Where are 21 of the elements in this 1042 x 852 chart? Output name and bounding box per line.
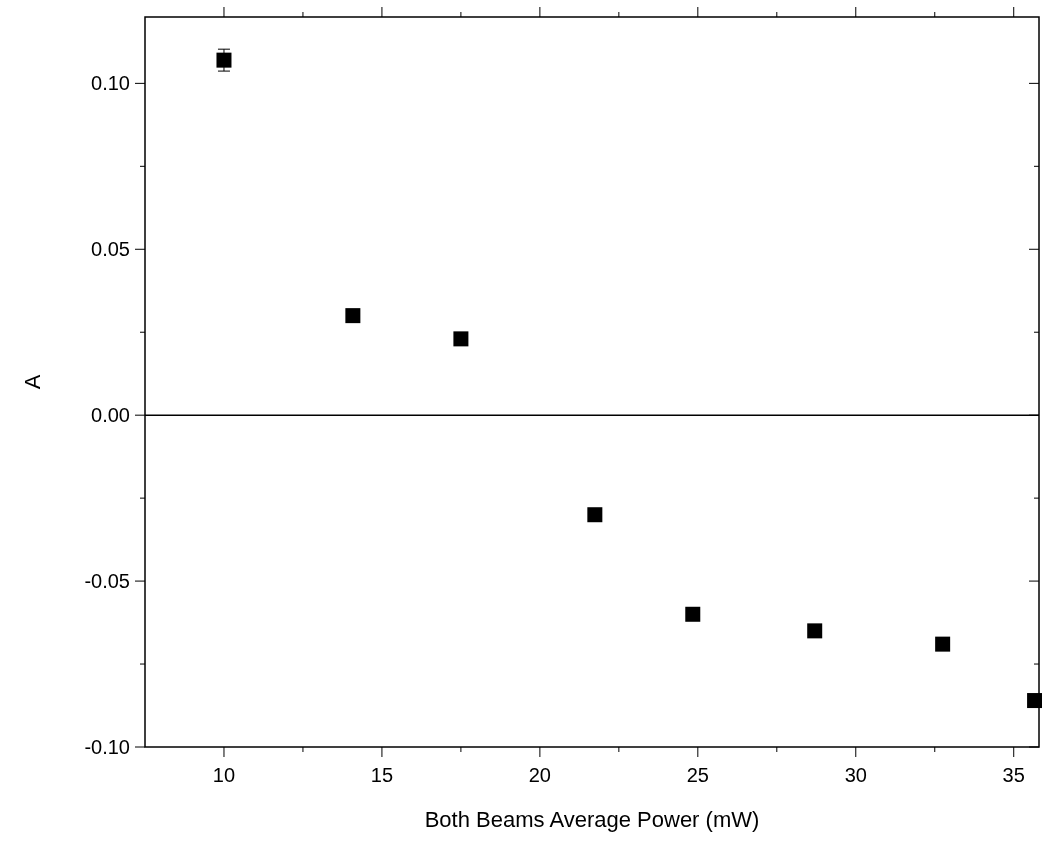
x-tick-label: 10: [212, 764, 236, 786]
x-axis-title: Both Beams Average Power (mW): [424, 807, 760, 832]
x-tick-label: 15: [370, 764, 394, 786]
point: [587, 507, 603, 523]
point: [685, 606, 701, 622]
y-axis-title: A: [20, 374, 45, 390]
point: [935, 636, 951, 652]
point: [453, 331, 469, 347]
point: [216, 52, 232, 68]
point: [345, 308, 361, 324]
x-tick-label: 35: [1002, 764, 1025, 786]
point: [1027, 693, 1042, 709]
point: [807, 623, 823, 639]
x-tick-label: 30: [844, 764, 867, 786]
y-tick-label: -0.10: [84, 736, 130, 758]
x-tick-label: 25: [686, 764, 709, 786]
y-tick-label: 0.00: [91, 404, 130, 427]
y-tick-label: 0.10: [91, 72, 130, 95]
y-tick-label: -0.05: [84, 570, 130, 593]
x-tick-label: 20: [528, 764, 551, 786]
y-tick-label: 0.05: [91, 238, 130, 261]
